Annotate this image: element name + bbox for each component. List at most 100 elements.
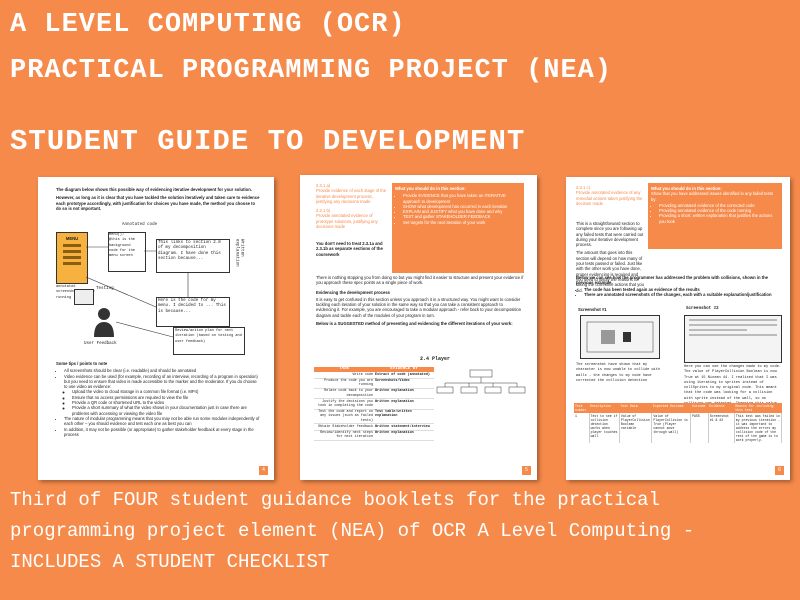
- testing-label: Testing: [96, 287, 114, 291]
- table-header-cell: EVIDENCE BY: [390, 367, 418, 371]
- page-number: 4: [259, 466, 268, 475]
- screenshot1-image: [580, 315, 660, 359]
- footer-description: Third of FOUR student guidance booklets …: [10, 489, 695, 573]
- table-row: Review/identify next steps for next iter…: [314, 431, 434, 441]
- page3-para1: This is a straightforward section to com…: [576, 221, 644, 248]
- test-table-cell: PASS: [691, 413, 709, 443]
- test-table-cell: 1: [574, 413, 590, 443]
- title-line-2: PRACTICAL PROGRAMMING PROJECT (NEA): [10, 56, 613, 86]
- screenshot2-label: Screenshot #2: [686, 307, 719, 311]
- table-cell: Obtain Stakeholder feedback: [318, 424, 373, 429]
- user-icon: [93, 307, 115, 337]
- panel-item: EXPLAIN and JUSTIFY what you have done a…: [403, 209, 521, 214]
- title-line-1: A LEVEL COMPUTING (OCR): [10, 10, 406, 40]
- test-table-header-cell: Evidence: [709, 404, 725, 408]
- tips-title: Some tips / points to note: [56, 361, 108, 366]
- tip-item: All screenshots should be clear (i.e. re…: [64, 368, 261, 373]
- table-cell: Review/identify next steps for next iter…: [320, 431, 373, 440]
- subtip-item: Provide a QR code or shortened URL to th…: [72, 400, 261, 405]
- test-table-header-cell: Description: [590, 404, 612, 408]
- table-cell: Relate code back to your decomposition: [324, 389, 373, 398]
- booklet-page-1: The diagram below shows this possible wa…: [38, 177, 274, 480]
- section-number: 2.3.1 c): [576, 185, 590, 190]
- test-table-cell: Value of PlayerCollision Boolean variabl…: [620, 413, 653, 443]
- panel-item: TEST and gather STAKEHOLDER FEEDBACK: [403, 214, 521, 219]
- table-cell: Produce the code you are running: [324, 379, 373, 388]
- table-cell: Justify the decisions you took in comple…: [318, 399, 373, 409]
- page2-note: You don't need to treat 2.3.1a and 2.3.1…: [316, 241, 383, 257]
- page3-para2: The amount that goes into this section w…: [576, 250, 644, 293]
- explanation-box-2: Here is the code for my menu. I decided …: [156, 297, 230, 327]
- page-number: 5: [522, 466, 531, 475]
- page2-para2: It is easy to get confused in this secti…: [316, 296, 522, 318]
- test-table-header-cell: Reason for including this test: [735, 404, 774, 412]
- annotated-code-label: Annotated code: [122, 223, 158, 227]
- booklet-page-3: 2.3.1 c) Provide annotated evidence of a…: [566, 177, 790, 480]
- test-table-cell: This test was failed in my previous iter…: [735, 413, 782, 443]
- page3-bullet: The code has been tested again as eviden…: [584, 287, 782, 292]
- page2-para1: There is nothing stopping you from doing…: [316, 275, 524, 286]
- menu-label: MENU: [65, 236, 79, 241]
- code-box: Menu(); @this is the background code for…: [108, 232, 146, 272]
- table-cell: Written explanation: [375, 389, 414, 394]
- table-header-cell: TASK: [338, 367, 350, 371]
- table-cell: Test the code and report on any issues (…: [318, 410, 373, 423]
- test-table-cell: Test to see if collision detection works…: [590, 413, 620, 443]
- table-row: Test the code and report on any issues (…: [314, 410, 434, 425]
- menu-mockup: MENU: [56, 232, 88, 284]
- panel-title: What you should do in this section:: [395, 186, 466, 191]
- written-expl-label: Written explanation: [234, 239, 244, 267]
- page3-below: Below we can see how the programmer has …: [576, 275, 768, 286]
- tip-item: Video evidence can be used (for example,…: [64, 374, 261, 390]
- subtip-item: Ensure that no access permissions are re…: [72, 395, 261, 400]
- flow-arrows: [85, 246, 189, 338]
- table-cell: Written statement/interview: [375, 424, 430, 429]
- table-cell: Screenshots/Video: [375, 379, 410, 383]
- table-row: Write code Extract of code (annotated): [314, 372, 434, 379]
- screenshot2-image: [684, 315, 782, 363]
- test-table-header-cell: Test number: [575, 404, 587, 412]
- what-to-do-panel: What you should do in this section: Prov…: [392, 183, 524, 273]
- panel-item: Set targets for the next iteration of yo…: [403, 220, 521, 225]
- panel-title: What you should do in this section:: [651, 186, 722, 191]
- booklet-page-2: 2.3.1 a) Provide evidence of each stage …: [300, 175, 537, 480]
- user-feedback-label: User Feedback: [84, 342, 117, 346]
- table-row: Relate code back to your decomposition Wr…: [314, 389, 434, 400]
- table-row: Produce the code you are running Screensh…: [314, 379, 434, 389]
- table-cell: Written explanation: [375, 431, 414, 436]
- tip-item: The nature of modular programming means …: [64, 416, 261, 427]
- tip-item: In addition, it may not be possible (or …: [64, 427, 261, 438]
- table-cell: Written explanation: [375, 399, 414, 404]
- section-heading: Provide annotated evidence of any remedi…: [576, 190, 643, 206]
- explanation-box-1: This links to section 2.8 of my decompos…: [156, 239, 230, 273]
- panel-item: Provide EVIDENCE that you have taken an …: [403, 193, 521, 204]
- panel-item: Providing annotated evidence of the code…: [659, 208, 779, 213]
- what-to-do-panel: What you should do in this section: Show…: [648, 183, 782, 249]
- page1-intro: The diagram below shows this possible wa…: [56, 187, 252, 192]
- testing-icon: [74, 289, 94, 305]
- panel-intro: Show that you have addressed issues iden…: [651, 191, 773, 202]
- test-table-cell: Value of PlayerCollision is True (Player…: [652, 413, 692, 443]
- subtip-item: Upload the video to cloud storage in a c…: [72, 389, 261, 394]
- page-number: 6: [775, 466, 784, 475]
- caption1: The screenshot have shown that my charac…: [576, 363, 661, 383]
- table-cell: Write code: [352, 372, 373, 377]
- page2-evid-title: Evidencing the development process: [316, 289, 390, 295]
- panel-item: SHOW what development has occurred in ea…: [403, 204, 521, 209]
- table-cell: Test table/written explanation: [375, 410, 412, 419]
- diagram-title: 2.4 Player: [420, 356, 451, 362]
- table-row: Obtain Stakeholder feedback Written state…: [314, 424, 434, 431]
- panel-item: Providing a short, written explanation t…: [659, 213, 779, 224]
- section-number: 2.3.1 a): [316, 183, 331, 188]
- test-table-header-cell: Outcome: [692, 404, 706, 408]
- page1-intro2: However, as long as it is clear that you…: [56, 195, 260, 211]
- test-table-header-cell: Test Data: [620, 404, 638, 408]
- table-cell: Extract of code (annotated): [375, 372, 430, 377]
- task-evidence-table: TASK EVIDENCE BY Write code Extract of co…: [314, 367, 434, 441]
- section-number: 2.3.1 b): [316, 208, 331, 214]
- page2-suggested: Below is a SUGGESTED method of presentin…: [316, 321, 513, 327]
- section-heading: Provide evidence of each stage of the it…: [316, 188, 387, 204]
- section-heading: Provide annotated evidence of prototype …: [316, 213, 378, 230]
- screenshot1-label: Screenshot #1: [578, 307, 607, 312]
- test-table-header-cell: Expected Outcome: [652, 404, 684, 408]
